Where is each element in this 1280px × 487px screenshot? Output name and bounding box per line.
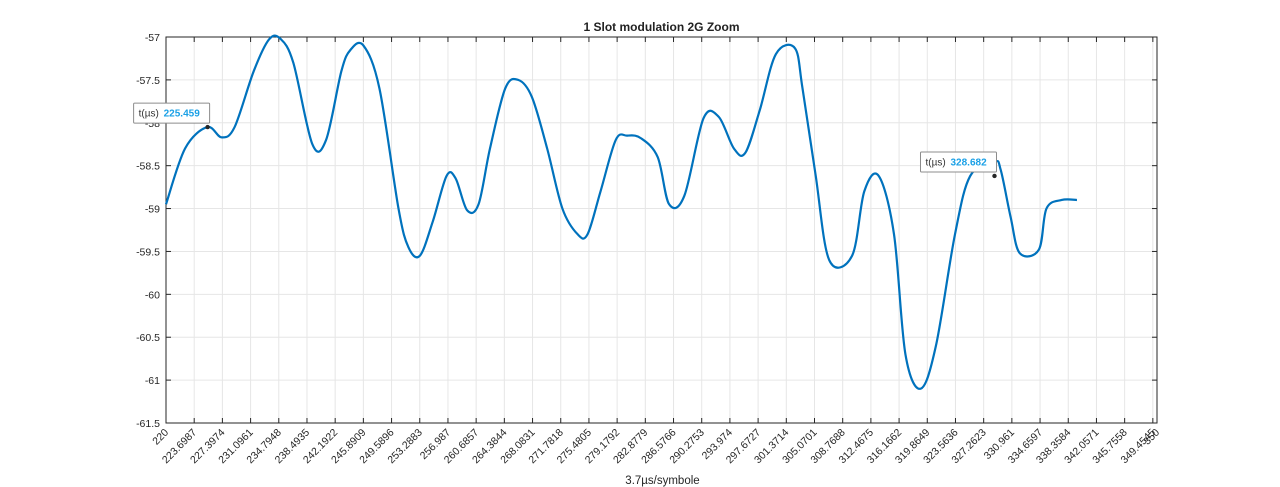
axes-frame [165, 36, 1158, 424]
grid-layer [165, 36, 1158, 424]
datatip-box [133, 102, 211, 124]
y-tick-label: -61.5 [136, 418, 160, 430]
datatip-label: t(µs) [925, 157, 945, 168]
y-tick-label: -59.5 [136, 246, 160, 258]
y-tick-label: -57.5 [136, 75, 160, 87]
datatip-marker [205, 124, 210, 130]
datatip-label: t(µs) [139, 109, 159, 120]
datatip-value: 328.682 [950, 157, 987, 168]
datatip-layer: t(µs) 225.459 t(µs) 328.682 [133, 102, 997, 179]
y-tick-label: -59 [145, 204, 160, 216]
y-tick-label: -57 [145, 32, 160, 44]
chart-title: 1 Slot modulation 2G Zoom [584, 20, 740, 34]
y-tick-label: -58 [145, 118, 160, 130]
series-line [164, 34, 1078, 390]
series-layer [164, 34, 1078, 390]
plot-area [166, 37, 1157, 423]
y-tick-label: -60 [145, 289, 160, 301]
datatip: t(µs) 225.459 [133, 102, 211, 130]
datatip-marker [992, 173, 997, 179]
datatip-value: 225.459 [164, 109, 201, 120]
datatip-box [919, 151, 997, 173]
y-tick-label: -60.5 [136, 332, 160, 344]
x-axis-label: 3.7µs/symbole [625, 475, 699, 487]
datatip: t(µs) 328.682 [919, 151, 997, 179]
y-tick-label: -61 [145, 375, 160, 387]
y-tick-label: -58.5 [136, 161, 160, 173]
